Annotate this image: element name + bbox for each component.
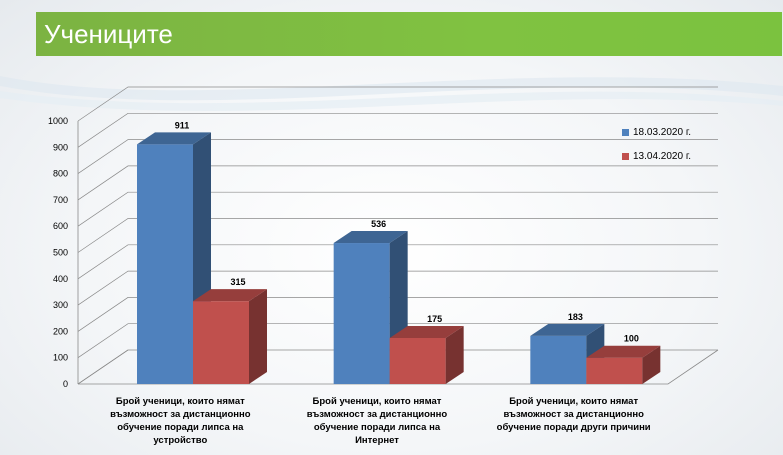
y-tick-label: 600 [53, 221, 68, 231]
gridline [77, 323, 718, 358]
bar [389, 337, 446, 384]
y-tick-label: 200 [53, 326, 68, 336]
gridline [77, 244, 718, 280]
bar-top [586, 345, 661, 358]
y-tick-label: 100 [53, 353, 68, 363]
gridline [77, 349, 718, 385]
bar-top [530, 323, 605, 336]
y-tick-label: 900 [53, 142, 68, 152]
x-axis-line [78, 349, 719, 385]
x-tick-label: Брой ученици, които нямат възможност за … [496, 396, 651, 433]
decorative-swoosh [0, 76, 783, 111]
legend-swatch [622, 152, 629, 160]
bar-side [642, 345, 661, 384]
data-label: 175 [427, 314, 442, 324]
chart-legend: 18.03.2020 г. 13.04.2020 г. [622, 120, 691, 168]
bar-top [193, 289, 267, 302]
y-tick-label: 0 [63, 379, 68, 389]
gridline [77, 86, 718, 122]
legend-item: 18.03.2020 г. [622, 120, 691, 144]
gridline [77, 218, 718, 253]
y-tick-label: 800 [53, 169, 68, 179]
gridline [77, 139, 718, 174]
data-label: 183 [568, 312, 583, 322]
y-tick-label: 400 [53, 274, 68, 284]
bar-top [333, 231, 408, 244]
gridline [77, 270, 718, 306]
slide-title: Учениците [44, 19, 173, 49]
gridline [77, 112, 718, 148]
data-label: 536 [371, 219, 386, 229]
x-tick-label: Брой ученици, които нямат възможност за … [110, 396, 251, 446]
bar-side [445, 325, 464, 384]
y-tick-label: 300 [53, 300, 68, 310]
data-label: 100 [624, 334, 639, 344]
gridline [77, 297, 718, 332]
x-tick-label: Брой ученици, които нямат възможност за … [306, 396, 448, 446]
data-label: 315 [230, 277, 245, 287]
bar-top [389, 325, 464, 338]
bar-side [249, 289, 267, 384]
legend-swatch [622, 128, 629, 136]
bar [137, 144, 193, 384]
data-label: 911 [175, 120, 190, 130]
bar [530, 335, 587, 384]
y-tick-label: 1000 [48, 116, 68, 126]
y-tick-label: 500 [53, 248, 68, 258]
bar-top [137, 132, 211, 145]
gridline [77, 165, 718, 201]
legend-label: 18.03.2020 г. [633, 126, 692, 138]
bar [586, 357, 643, 384]
y-tick-label: 700 [53, 195, 68, 205]
title-bar [36, 12, 782, 56]
legend-item: 13.04.2020 г. [622, 144, 691, 168]
legend-label: 13.04.2020 г. [633, 150, 692, 162]
gridline [77, 191, 718, 227]
bar [333, 243, 390, 384]
bar [193, 301, 249, 384]
